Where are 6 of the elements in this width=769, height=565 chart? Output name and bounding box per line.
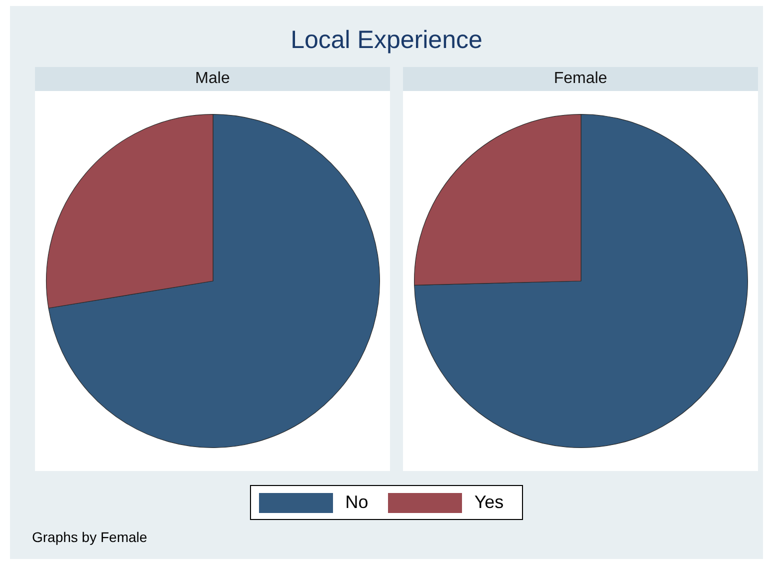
text: Graphs by Female <box>32 529 148 545</box>
slice-label: Female <box>403 67 758 91</box>
slice-label: No <box>345 492 368 513</box>
chart-title: Local Experience <box>290 26 484 56</box>
legend-label: Yes <box>474 492 504 513</box>
slice-label: Male <box>35 67 390 91</box>
